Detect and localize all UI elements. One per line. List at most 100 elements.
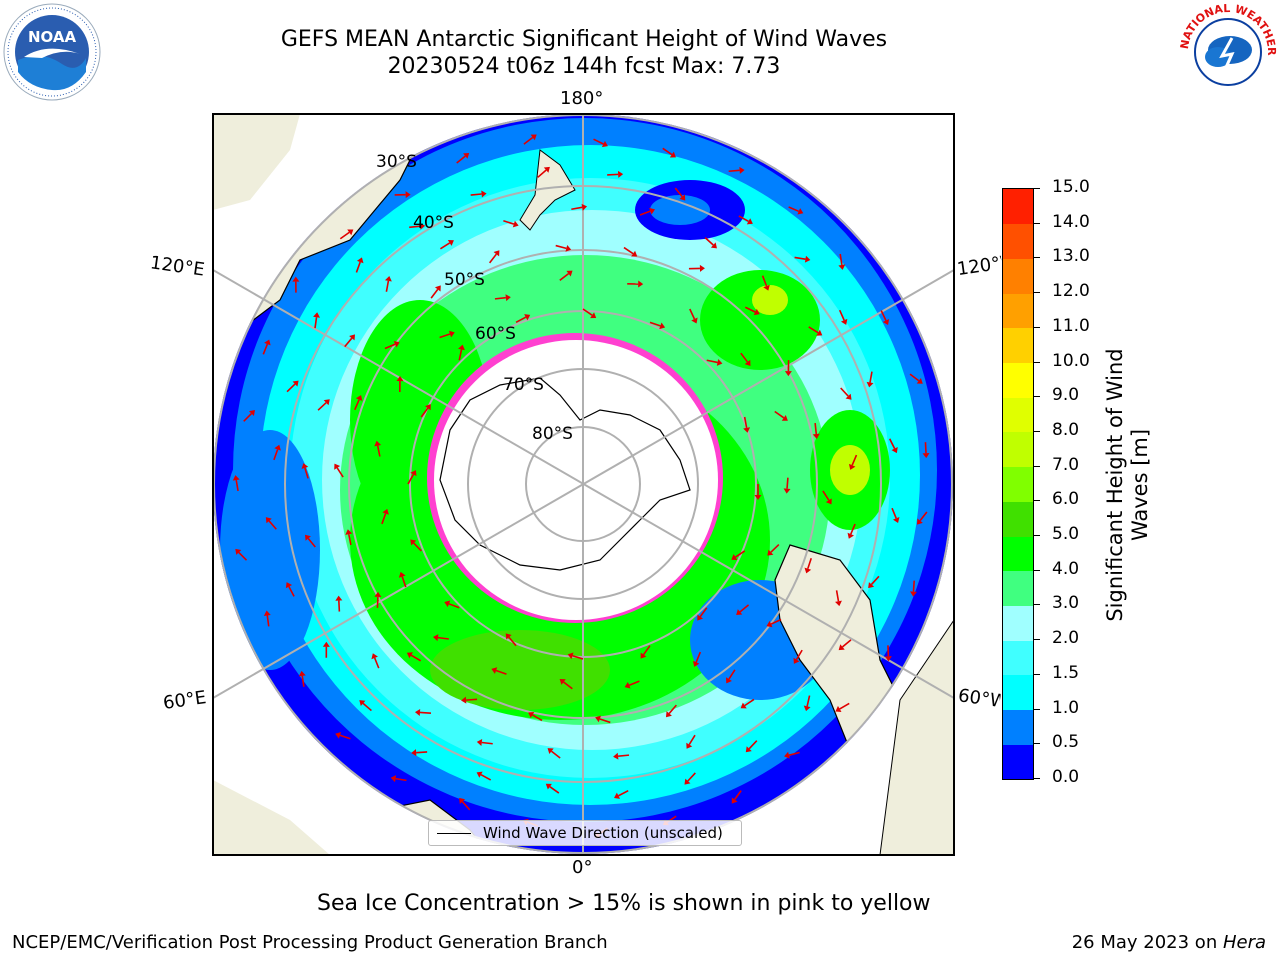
- wave-arrow-head: [374, 591, 382, 598]
- wave-arrow-head: [716, 359, 723, 366]
- colorbar-tick-mark: [1034, 292, 1040, 294]
- wave-arrow-head: [816, 329, 823, 336]
- wave-arrow-shaft: [238, 551, 248, 561]
- colorbar-segment: [1003, 327, 1033, 364]
- wave-arrow-head: [567, 652, 574, 660]
- sea-ice-caption: Sea Ice Concentration > 15% is shown in …: [317, 891, 931, 916]
- wave-arrow-shaft: [494, 296, 506, 300]
- wave-arrow-head: [382, 508, 389, 515]
- wave-arrow-shaft: [839, 702, 850, 710]
- wave-arrow-shaft: [734, 790, 742, 800]
- colorbar-tick-mark: [1034, 569, 1040, 571]
- colorbar-segment: [1003, 362, 1033, 398]
- wave-arrow-head: [414, 708, 421, 716]
- colorbar-segment: [1003, 501, 1033, 537]
- wave-arrow-shaft: [794, 256, 806, 260]
- colorbar-title-line-2: Waves [m]: [1128, 428, 1152, 542]
- wave-arrow-head: [684, 778, 691, 785]
- wave-arrow-shaft: [515, 316, 527, 324]
- wave-arrow-shaft: [456, 155, 466, 164]
- wave-arrow-shaft: [430, 288, 439, 299]
- wave-arrow-head: [356, 257, 364, 264]
- noaa-logo-text: NOAA: [28, 28, 77, 46]
- wave-arrow-head: [838, 264, 846, 270]
- wave-arrow-head: [804, 255, 811, 263]
- colorbar-tick-mark: [1034, 222, 1040, 224]
- wave-arrow-shaft: [788, 206, 800, 213]
- wave-arrow-shaft: [235, 479, 239, 492]
- wave-arrow-head: [793, 657, 800, 664]
- wave-arrow-shaft: [668, 704, 677, 714]
- wave-arrow-head: [710, 242, 717, 249]
- wave-arrow-head: [891, 447, 898, 454]
- wave-arrow-head: [595, 715, 601, 723]
- colorbar-segment: [1003, 536, 1033, 572]
- wave-arrow-shaft: [919, 511, 928, 522]
- wave-arrow-head: [804, 567, 812, 574]
- colorbar-tick-label: 4.0: [1052, 558, 1080, 579]
- lat-label-50s: 50°S: [444, 270, 485, 290]
- wave-arrow-head: [882, 318, 890, 325]
- colorbar-segment: [1003, 223, 1033, 259]
- wave-arrow-shaft: [740, 352, 749, 363]
- wave-arrow-shaft: [822, 490, 830, 501]
- wave-arrow-head: [825, 498, 832, 505]
- wave-arrow-shaft: [532, 714, 543, 722]
- wave-arrow-head: [491, 667, 498, 674]
- wave-arrow-shaft: [774, 410, 785, 419]
- wave-arrow-head: [847, 532, 854, 539]
- wave-arrow-shaft: [288, 586, 295, 597]
- colorbar-tick-mark: [1034, 639, 1040, 641]
- wave-arrow-shaft: [508, 636, 517, 647]
- wave-arrow-head: [731, 797, 738, 804]
- wave-arrow-head: [384, 275, 392, 282]
- wave-arrow-shaft: [523, 136, 534, 145]
- wave-arrow-head: [530, 134, 537, 141]
- wave-arrow-shaft: [728, 169, 740, 173]
- wave-arrow-shaft: [704, 237, 714, 246]
- wave-arrow-head: [731, 554, 738, 560]
- lat-label-80s: 80°S: [532, 424, 573, 444]
- colorbar-tick-label: 0.0: [1052, 767, 1080, 787]
- wave-arrow-head: [432, 634, 439, 642]
- wave-arrow-head: [753, 308, 760, 316]
- wave-arrow-shaft: [888, 438, 896, 449]
- wave-arrow-head: [739, 166, 745, 174]
- wave-arrow-head: [424, 404, 431, 411]
- wave-arrow-head: [248, 409, 255, 416]
- wave-arrow-head: [559, 679, 566, 685]
- wave-arrow-shaft: [599, 718, 611, 724]
- wave-arrow-shaft: [835, 590, 840, 602]
- colorbar-tick-label: 1.5: [1052, 662, 1080, 683]
- wave-arrow-head: [398, 571, 406, 578]
- wave-arrow-shaft: [649, 321, 661, 327]
- wave-arrow-shaft: [571, 206, 583, 211]
- wave-arrow-shaft: [840, 387, 849, 397]
- wave-arrow-head: [371, 653, 378, 660]
- wave-arrow-shaft: [480, 774, 492, 781]
- colorbar-tick-mark: [1034, 326, 1040, 328]
- wave-arrow-head: [396, 376, 404, 382]
- colorbar-tick-label: 13.0: [1052, 246, 1090, 267]
- wave-arrow-head: [812, 433, 820, 439]
- wave-arrow-shaft: [416, 751, 428, 754]
- wave-arrow-head: [866, 381, 874, 388]
- wave-arrow-shaft: [409, 225, 421, 229]
- wave-arrow-head: [447, 240, 454, 246]
- lon-label-0: 0°: [572, 857, 593, 878]
- wave-arrow-shaft: [243, 412, 253, 422]
- wave-arrow-shaft: [381, 513, 387, 525]
- wave-arrow-shaft: [795, 649, 803, 660]
- wave-arrow-head: [461, 696, 467, 704]
- wave-arrow-head: [638, 280, 644, 288]
- wave-arrow-shaft: [735, 550, 746, 558]
- wave-arrow-head: [292, 380, 299, 387]
- wave-arrow-head: [505, 633, 512, 640]
- wave-arrow-shaft: [448, 603, 460, 609]
- wave-arrow-shaft: [268, 520, 277, 530]
- wave-arrow-shaft: [395, 777, 407, 782]
- wave-arrow-shaft: [814, 422, 818, 435]
- wave-arrow-shaft: [347, 534, 352, 546]
- wave-arrow-head: [692, 660, 700, 667]
- colorbar-tick-mark: [1034, 188, 1040, 189]
